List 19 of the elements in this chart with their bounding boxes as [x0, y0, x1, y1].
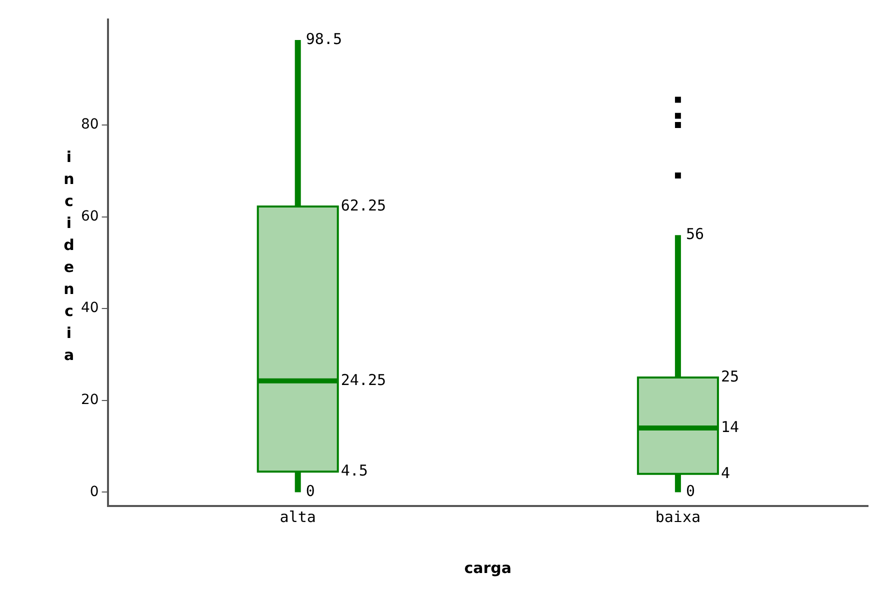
- y-tick-label: 0: [90, 484, 99, 500]
- y-tick-label: 40: [80, 300, 99, 316]
- annotation: 0: [306, 482, 315, 500]
- y-tick-label: 20: [80, 392, 99, 408]
- y-axis-title: incidencia: [60, 148, 78, 368]
- x-axis-title: carga: [464, 558, 512, 577]
- annotation: 98.5: [306, 30, 342, 48]
- x-tick-label: alta: [280, 508, 316, 526]
- annotation: 14: [720, 418, 740, 436]
- annotation: 62.25: [340, 196, 386, 214]
- annotation: 25: [720, 367, 740, 386]
- annotation: 24.25: [340, 370, 386, 389]
- x-tick-label: baixa: [655, 508, 701, 526]
- annotation: 4.5: [340, 461, 368, 480]
- annotation: 4: [720, 464, 730, 482]
- annotation: 56: [686, 225, 704, 244]
- y-tick-label: 60: [80, 208, 99, 224]
- y-tick-label: 80: [80, 116, 99, 133]
- annotation: 0: [686, 482, 695, 500]
